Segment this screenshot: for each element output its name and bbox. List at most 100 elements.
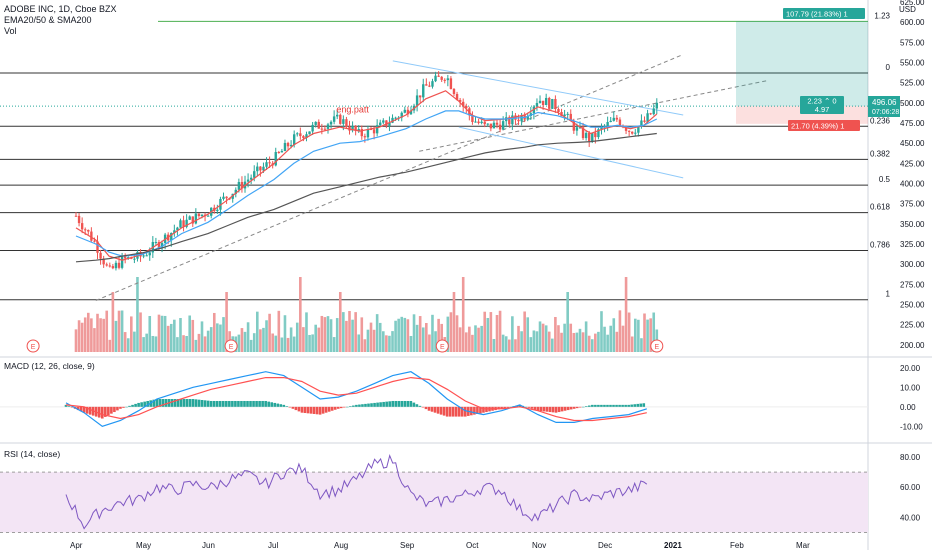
- macd-histogram-bar: [470, 406, 473, 416]
- candle-body: [440, 76, 443, 80]
- volume-bar: [249, 339, 253, 352]
- candle-body: [652, 108, 655, 115]
- macd-histogram-bar: [212, 400, 216, 407]
- price-tick-label: 300.00: [900, 260, 925, 269]
- indicator-title: EMA20/50 & SMA200: [4, 15, 92, 25]
- time-tick-label: Jun: [202, 541, 215, 550]
- candle-body: [366, 129, 370, 138]
- macd-histogram-bar: [606, 404, 609, 407]
- volume-bar: [535, 331, 539, 352]
- candle-body: [372, 129, 376, 134]
- volume-bar: [96, 313, 99, 352]
- macd-histogram-bar: [503, 406, 506, 409]
- fib-label: 1.23: [874, 11, 890, 20]
- macd-histogram-bar: [451, 406, 455, 417]
- volume-bar: [166, 325, 170, 352]
- candle-body: [535, 103, 539, 107]
- candle-body: [188, 216, 191, 220]
- volume-bar: [455, 315, 459, 352]
- macd-histogram-bar: [270, 402, 273, 407]
- rsi-tick-label: 40.00: [900, 513, 921, 522]
- candle-body: [415, 95, 419, 106]
- volume-bar: [176, 337, 179, 352]
- volume-bar: [627, 312, 631, 352]
- candle-body: [99, 252, 102, 259]
- macd-histogram-bar: [591, 404, 594, 407]
- channel-upper: [392, 60, 684, 116]
- macd-histogram-bar: [403, 400, 407, 407]
- macd-histogram-bar: [397, 400, 401, 407]
- candle-body: [320, 128, 324, 130]
- volume-bar: [554, 316, 557, 352]
- volume-bar: [594, 333, 597, 352]
- macd-histogram-bar: [261, 400, 264, 407]
- candle-body: [462, 101, 465, 106]
- macd-histogram-bar: [406, 400, 410, 407]
- macd-histogram-bar: [188, 399, 192, 407]
- candle-body: [277, 152, 281, 154]
- volume-bar: [363, 339, 367, 352]
- macd-histogram-bar: [588, 405, 591, 407]
- volume-bar: [142, 337, 145, 352]
- candle-body: [219, 198, 222, 210]
- time-tick-label: Dec: [598, 541, 612, 550]
- volume-bar: [652, 312, 656, 352]
- ratio-label: 2.23 ⌃ 0: [807, 97, 836, 106]
- volume-bar: [618, 310, 622, 352]
- macd-histogram-bar: [400, 400, 404, 407]
- macd-histogram-bar: [97, 406, 101, 418]
- candle-body: [123, 255, 127, 259]
- macd-histogram-bar: [79, 406, 83, 412]
- candle-body: [388, 122, 391, 126]
- price-tick-label: 350.00: [900, 220, 925, 229]
- volume-bar: [458, 327, 462, 352]
- macd-histogram-bar: [258, 400, 261, 407]
- volume-bar: [274, 335, 278, 352]
- macd-histogram-bar: [612, 404, 615, 407]
- candle-body: [609, 120, 612, 123]
- volume-bar: [357, 334, 361, 352]
- macd-histogram-bar: [442, 406, 446, 416]
- candle-body: [369, 129, 373, 131]
- fib-label: 0.382: [870, 149, 891, 158]
- volume-bar: [584, 321, 588, 352]
- volume-bar: [305, 312, 308, 352]
- macd-histogram-bar: [291, 406, 295, 409]
- macd-histogram-bar: [101, 406, 104, 419]
- macd-histogram-bar: [110, 406, 113, 414]
- candle-body: [84, 229, 87, 231]
- candle-body: [375, 125, 379, 134]
- volume-bar: [606, 334, 609, 352]
- volume-bar: [529, 337, 533, 352]
- macd-histogram-bar: [209, 400, 213, 407]
- macd-histogram-bar: [267, 401, 270, 407]
- time-tick-label: 2021: [664, 541, 682, 550]
- candle-body: [646, 113, 649, 122]
- macd-histogram-bar: [67, 406, 71, 407]
- candle-body: [354, 125, 357, 131]
- volume-bar: [385, 335, 388, 352]
- macd-title: MACD (12, 26, close, 9): [4, 361, 95, 371]
- volume-bar: [271, 333, 274, 352]
- macd-histogram-bar: [155, 399, 159, 407]
- candle-body: [311, 124, 314, 132]
- candle-body: [606, 122, 609, 127]
- volume-bar: [83, 317, 87, 352]
- volume-bar: [86, 312, 90, 352]
- candle-body: [517, 119, 520, 122]
- candle-body: [329, 121, 333, 125]
- volume-bar: [206, 330, 210, 352]
- time-tick-label: Nov: [532, 541, 546, 550]
- macd-histogram-bar: [594, 404, 597, 407]
- candle-body: [305, 134, 308, 138]
- candle-body: [222, 196, 225, 199]
- macd-histogram-bar: [82, 406, 86, 413]
- ma-line-ema50: [75, 110, 658, 257]
- macd-histogram-bar: [476, 406, 479, 414]
- macd-tick-label: 20.00: [900, 364, 921, 373]
- macd-histogram-bar: [264, 400, 267, 407]
- earnings-marker: [435, 339, 449, 353]
- time-tick-label: Mar: [796, 541, 810, 550]
- time-tick-label: Aug: [334, 541, 348, 550]
- macd-histogram-bar: [527, 406, 531, 408]
